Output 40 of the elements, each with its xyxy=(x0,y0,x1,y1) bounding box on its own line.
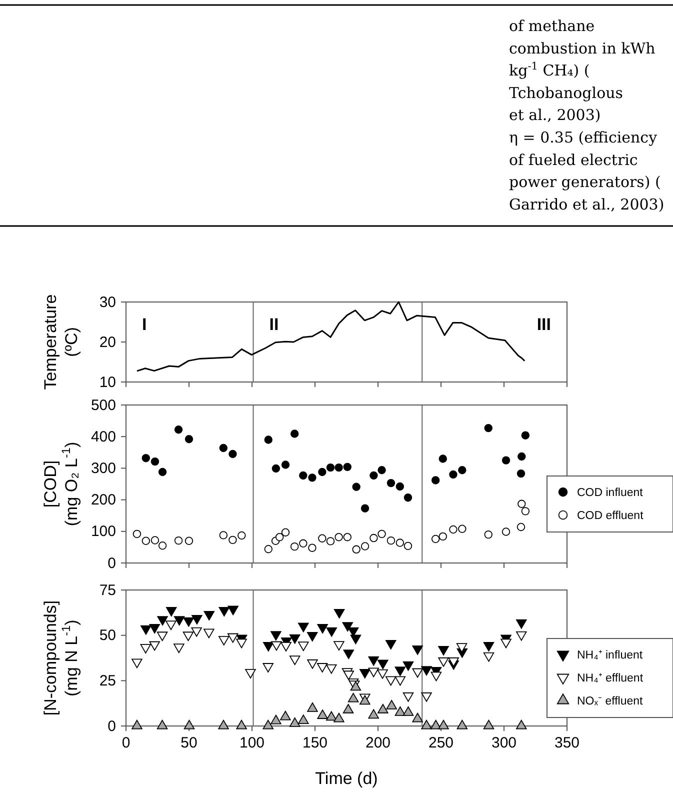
x-tick-label: 0 xyxy=(122,734,130,752)
text: et al., 2003) xyxy=(509,106,601,124)
x-tick-label: 150 xyxy=(302,734,328,752)
x-tick-label: 50 xyxy=(180,734,198,752)
y-tick-label: 75 xyxy=(99,582,116,599)
text: Tchobanoglous xyxy=(509,84,623,102)
legend-label: COD effluent xyxy=(577,510,644,522)
legend-label: NH₄⁺ influent xyxy=(577,650,644,662)
y-axis-title: Temperature (ºC) xyxy=(41,294,81,390)
y-tick-label: 300 xyxy=(90,460,116,477)
legend-label: NOₓ⁻ effluent xyxy=(577,696,644,708)
x-tick-label: 200 xyxy=(365,734,391,752)
y-tick-label: 30 xyxy=(99,294,116,311)
legend-label: COD influent xyxy=(577,487,644,499)
y-tick-label: 0 xyxy=(108,554,116,572)
y-tick-label: 20 xyxy=(99,334,116,351)
text: of fueled electric xyxy=(509,150,638,169)
y-tick-label: 100 xyxy=(90,523,116,540)
y-tick-label: 400 xyxy=(90,428,116,446)
x-tick-label: 100 xyxy=(239,734,265,752)
legend-label: NH₄⁺ effluent xyxy=(577,672,644,684)
annotation: III xyxy=(536,315,551,334)
y-tick-label: 25 xyxy=(99,672,116,690)
text: power generators) ( xyxy=(509,173,661,192)
y-tick-label: 10 xyxy=(99,374,116,391)
y-tick-label: 50 xyxy=(99,627,116,644)
text: kg$^{-1}$ CH₄) ( xyxy=(509,60,590,80)
text: combustion in kWh xyxy=(509,39,656,58)
text: η = 0.35 (efficiency xyxy=(509,128,658,146)
x-tick-label: 250 xyxy=(428,734,454,752)
x-axis-title: Time (d) xyxy=(315,769,378,788)
annotation: I xyxy=(142,315,147,334)
text: Garrido et al., 2003) xyxy=(509,195,664,214)
y-tick-label: 500 xyxy=(90,396,116,414)
y-tick-label: 0 xyxy=(108,718,116,735)
text: of methane xyxy=(509,17,595,35)
y-tick-label: 200 xyxy=(90,492,116,509)
x-tick-label: 350 xyxy=(554,734,580,752)
x-tick-label: 300 xyxy=(491,734,517,752)
annotation: II xyxy=(269,315,279,334)
